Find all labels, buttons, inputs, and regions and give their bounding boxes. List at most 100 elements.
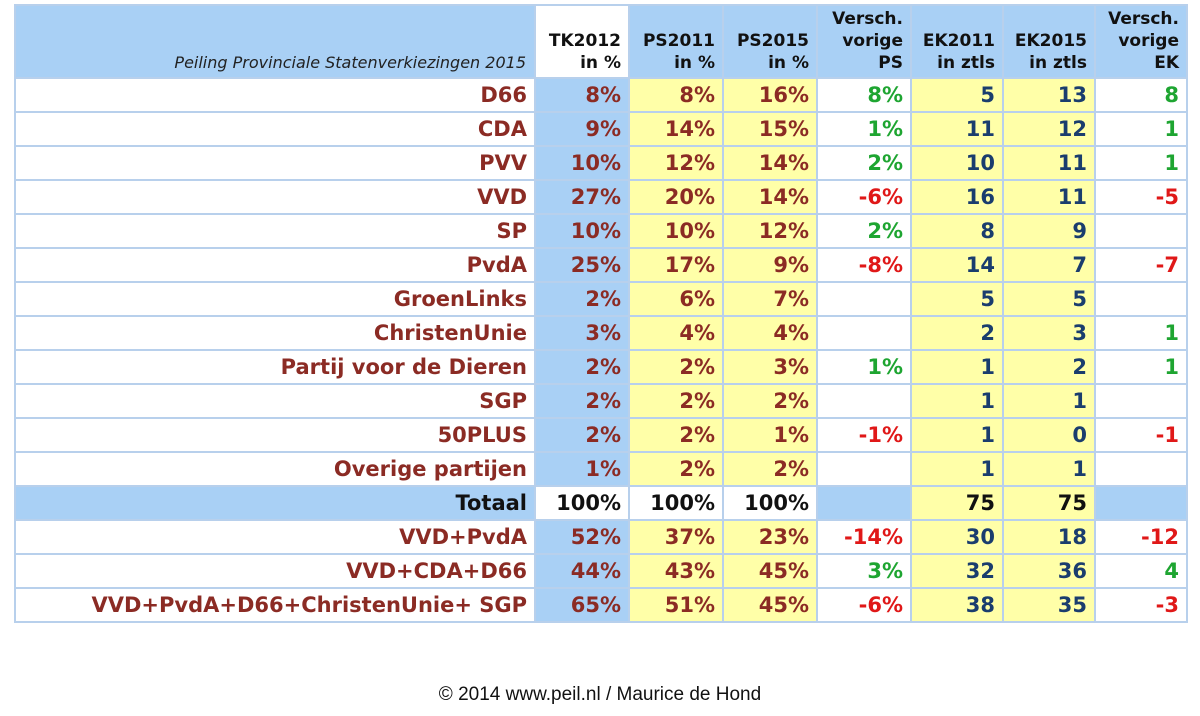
party-name-cell: ChristenUnie bbox=[14, 315, 536, 351]
header-ps2015: PS2015 in % bbox=[722, 4, 818, 79]
diff-ps-cell bbox=[816, 383, 912, 419]
poll-table: Peiling Provinciale Statenverkiezingen 2… bbox=[14, 4, 1188, 623]
ps2015-cell: 45% bbox=[722, 553, 818, 589]
tk2012-cell: 100% bbox=[534, 485, 630, 521]
ek2011-cell: 2 bbox=[910, 315, 1004, 351]
diff-ps-cell: -1% bbox=[816, 417, 912, 453]
ek2015-cell: 18 bbox=[1002, 519, 1096, 555]
diff-ps-cell: 2% bbox=[816, 145, 912, 181]
table-row: CDA 9% 14% 15% 1% 11 12 1 bbox=[14, 111, 1188, 147]
party-name-cell: SGP bbox=[14, 383, 536, 419]
ps2015-cell: 14% bbox=[722, 145, 818, 181]
diff-ps-cell: -6% bbox=[816, 179, 912, 215]
party-name-cell: 50PLUS bbox=[14, 417, 536, 453]
table-row: VVD 27% 20% 14% -6% 16 11 -5 bbox=[14, 179, 1188, 215]
diff-ek-cell: -5 bbox=[1094, 179, 1188, 215]
ek2011-cell: 32 bbox=[910, 553, 1004, 589]
ek2011-cell: 10 bbox=[910, 145, 1004, 181]
ps2011-cell: 17% bbox=[628, 247, 724, 283]
party-name-cell: Totaal bbox=[14, 485, 536, 521]
party-name-cell: SP bbox=[14, 213, 536, 249]
diff-ek-cell: 1 bbox=[1094, 145, 1188, 181]
ek2015-cell: 5 bbox=[1002, 281, 1096, 317]
ps2011-cell: 2% bbox=[628, 383, 724, 419]
ek2011-cell: 14 bbox=[910, 247, 1004, 283]
diff-ps-cell: 8% bbox=[816, 77, 912, 113]
tk2012-cell: 2% bbox=[534, 281, 630, 317]
total-row: Totaal 100% 100% 100% 75 75 bbox=[14, 485, 1188, 521]
coalition-row: VVD+CDA+D66 44% 43% 45% 3% 32 36 4 bbox=[14, 553, 1188, 589]
ps2015-cell: 14% bbox=[722, 179, 818, 215]
ek2015-cell: 9 bbox=[1002, 213, 1096, 249]
table-row: PvdA 25% 17% 9% -8% 14 7 -7 bbox=[14, 247, 1188, 283]
ps2011-cell: 12% bbox=[628, 145, 724, 181]
diff-ek-cell: 1 bbox=[1094, 111, 1188, 147]
ps2011-cell: 8% bbox=[628, 77, 724, 113]
ek2015-cell: 1 bbox=[1002, 383, 1096, 419]
diff-ps-cell bbox=[816, 315, 912, 351]
party-name-cell: Partij voor de Dieren bbox=[14, 349, 536, 385]
diff-ek-cell bbox=[1094, 451, 1188, 487]
diff-ek-cell: -3 bbox=[1094, 587, 1188, 623]
ps2015-cell: 1% bbox=[722, 417, 818, 453]
ps2015-cell: 2% bbox=[722, 451, 818, 487]
table-row: SGP 2% 2% 2% 1 1 bbox=[14, 383, 1188, 419]
ps2015-cell: 15% bbox=[722, 111, 818, 147]
ek2011-cell: 1 bbox=[910, 451, 1004, 487]
ek2015-cell: 1 bbox=[1002, 451, 1096, 487]
diff-ps-cell: 1% bbox=[816, 111, 912, 147]
ps2011-cell: 10% bbox=[628, 213, 724, 249]
diff-ps-cell bbox=[816, 281, 912, 317]
ek2011-cell: 5 bbox=[910, 281, 1004, 317]
party-name-cell: CDA bbox=[14, 111, 536, 147]
ps2011-cell: 20% bbox=[628, 179, 724, 215]
ps2011-cell: 43% bbox=[628, 553, 724, 589]
ps2011-cell: 51% bbox=[628, 587, 724, 623]
tk2012-cell: 2% bbox=[534, 383, 630, 419]
ps2015-cell: 3% bbox=[722, 349, 818, 385]
tk2012-cell: 9% bbox=[534, 111, 630, 147]
diff-ek-cell bbox=[1094, 485, 1188, 521]
table-row: PVV 10% 12% 14% 2% 10 11 1 bbox=[14, 145, 1188, 181]
diff-ek-cell: 4 bbox=[1094, 553, 1188, 589]
party-name-cell: VVD+PvdA bbox=[14, 519, 536, 555]
ps2011-cell: 2% bbox=[628, 349, 724, 385]
header-tk2012: TK2012 in % bbox=[534, 4, 630, 79]
header-diff-ek: Versch. vorige EK bbox=[1094, 4, 1188, 79]
tk2012-cell: 27% bbox=[534, 179, 630, 215]
party-name-cell: VVD bbox=[14, 179, 536, 215]
header-diff-ps: Versch. vorige PS bbox=[816, 4, 912, 79]
diff-ek-cell: -1 bbox=[1094, 417, 1188, 453]
diff-ps-cell bbox=[816, 485, 912, 521]
diff-ps-cell: -14% bbox=[816, 519, 912, 555]
tk2012-cell: 2% bbox=[534, 417, 630, 453]
diff-ek-cell: 1 bbox=[1094, 349, 1188, 385]
header-row: Peiling Provinciale Statenverkiezingen 2… bbox=[14, 4, 1188, 79]
ek2011-cell: 16 bbox=[910, 179, 1004, 215]
tk2012-cell: 65% bbox=[534, 587, 630, 623]
tk2012-cell: 44% bbox=[534, 553, 630, 589]
tk2012-cell: 52% bbox=[534, 519, 630, 555]
coalition-row: VVD+PvdA+D66+ChristenUnie+ SGP 65% 51% 45% -… bbox=[14, 587, 1188, 623]
ek2015-cell: 35 bbox=[1002, 587, 1096, 623]
ps2011-cell: 100% bbox=[628, 485, 724, 521]
diff-ek-cell bbox=[1094, 281, 1188, 317]
ps2015-cell: 16% bbox=[722, 77, 818, 113]
ek2015-cell: 0 bbox=[1002, 417, 1096, 453]
diff-ek-cell bbox=[1094, 213, 1188, 249]
tk2012-cell: 8% bbox=[534, 77, 630, 113]
party-name-cell: PVV bbox=[14, 145, 536, 181]
ps2015-cell: 4% bbox=[722, 315, 818, 351]
ek2011-cell: 8 bbox=[910, 213, 1004, 249]
ek2015-cell: 11 bbox=[1002, 179, 1096, 215]
diff-ps-cell bbox=[816, 451, 912, 487]
ps2011-cell: 14% bbox=[628, 111, 724, 147]
ps2011-cell: 2% bbox=[628, 451, 724, 487]
copyright-footer: © 2014 www.peil.nl / Maurice de Hond bbox=[438, 684, 762, 705]
ps2015-cell: 12% bbox=[722, 213, 818, 249]
diff-ek-cell: -7 bbox=[1094, 247, 1188, 283]
ps2015-cell: 45% bbox=[722, 587, 818, 623]
tk2012-cell: 10% bbox=[534, 213, 630, 249]
table-row: Partij voor de Dieren 2% 2% 3% 1% 1 2 1 bbox=[14, 349, 1188, 385]
tk2012-cell: 10% bbox=[534, 145, 630, 181]
